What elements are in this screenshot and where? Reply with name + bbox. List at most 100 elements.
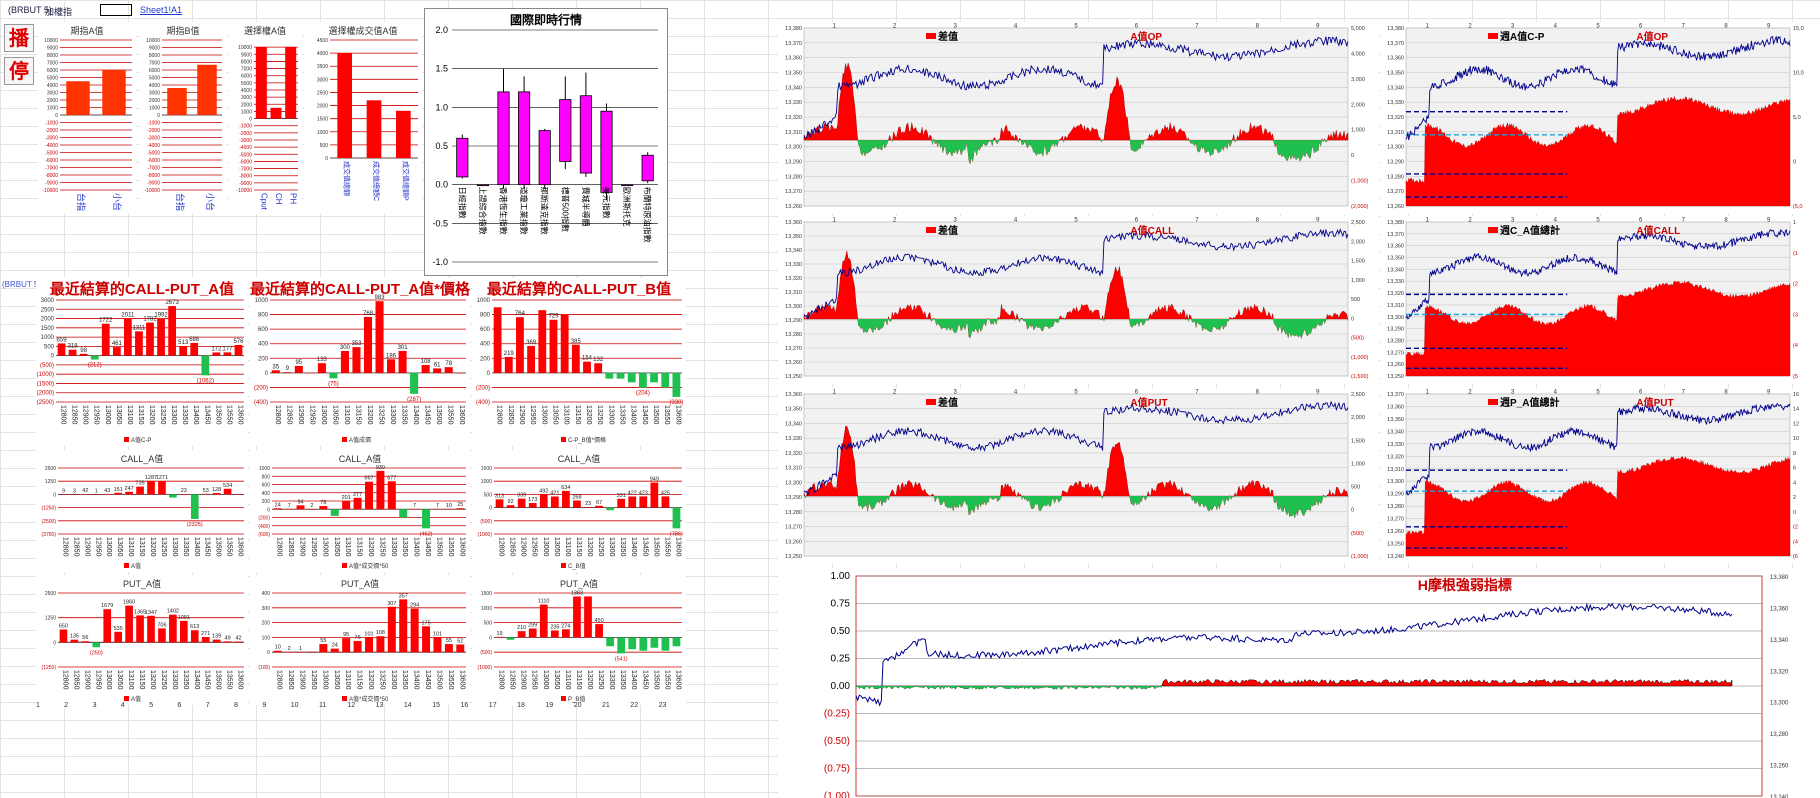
col-number: 7 (1682, 24, 1686, 30)
chart-c6[interactable]: 最近結算的CALL-PUT_A值 3000 2500 2000 1500 1000 500 0… (36, 278, 248, 446)
col-number: 3 (953, 390, 957, 396)
chart-c5[interactable]: 國際即時行情 2.0 1.5 1.0 0.5 0.0 -0.5 -1.0 日經指數 上證綜合指數 香… (424, 8, 668, 276)
chart-c9[interactable]: CALL_A值 2500 1250 0 (1250) (2500) (3750) 9 12800… (36, 450, 248, 572)
strength-area-negative (856, 686, 1732, 690)
chart-c8[interactable]: 最近結算的CALL-PUT_B值 1000 800 600 400 200 0 (200) (4… (472, 278, 686, 446)
col-number: 2 (1468, 390, 1472, 396)
column-header[interactable]: 4 (120, 702, 125, 709)
y-tick-label: (2000) (37, 391, 54, 397)
column-header[interactable]: 10 (290, 702, 299, 709)
data-label: (287) (407, 397, 421, 403)
col-number: 5 (1596, 218, 1600, 224)
column-header[interactable]: 2 (64, 702, 69, 709)
chart-t2[interactable]: 13,380 13,370 13,360 13,350 13,340 13,330 13,3… (1380, 22, 1820, 214)
column-header[interactable]: 14 (403, 702, 412, 709)
data-label: 513 (178, 340, 189, 346)
legend-label: A值*成交價*50 (349, 695, 389, 703)
category-label: 12800 (276, 670, 283, 690)
column-header[interactable]: 5 (149, 702, 154, 709)
data-label: 9 (62, 488, 65, 494)
data-label: 235 (550, 624, 559, 630)
y-tick-label: -9000 (239, 181, 252, 187)
column-header[interactable]: 15 (432, 702, 440, 709)
box (600, 110, 613, 193)
y-tick-label: 200 (262, 499, 271, 505)
column-header[interactable]: 7 (205, 702, 210, 709)
y-tick-label: 1000 (481, 606, 492, 612)
chart-t6[interactable]: 13,370 13,360 13,350 13,340 13,330 13,320 13,3… (1380, 388, 1820, 564)
bar (538, 310, 547, 373)
chart-t1[interactable]: 13,380 13,370 13,360 13,350 13,340 13,330 13,3… (778, 22, 1378, 214)
y-tick-label: 1000 (477, 298, 491, 304)
chart-c2[interactable]: 期指B值 10000 9000 8000 7000 6000 5000 4000 3000 200… (140, 22, 226, 214)
y-right-tick: (1,500) (1351, 374, 1369, 380)
column-header[interactable]: 11 (319, 702, 327, 709)
category-label: 13300 (607, 405, 614, 425)
y-left-tick: 13,250 (785, 374, 802, 380)
column-header[interactable]: 12 (347, 702, 356, 709)
stop-button[interactable]: 停 (4, 57, 34, 85)
chart-t5[interactable]: 13,360 13,350 13,340 13,330 13,320 13,310 13,3… (778, 388, 1378, 564)
column-header[interactable]: 17 (488, 702, 497, 709)
category-label: 13300 (171, 670, 178, 690)
cell-ref[interactable]: (BRBUT 5) (8, 5, 52, 15)
chart-c13[interactable]: PUT_A值 400 300 200 100 0 (100) 10 12800 2 12850 1 12… (250, 575, 470, 705)
column-header[interactable]: 18 (517, 702, 525, 709)
selected-cell[interactable] (100, 4, 132, 16)
bar (190, 494, 199, 519)
chart-c12[interactable]: PUT_A值 2500 1250 0 (1250) 650 12800 135 12850 56 1… (36, 575, 248, 705)
bar (112, 347, 121, 356)
chart-c10[interactable]: CALL_A值 1000 800 600 400 200 0 (200) (400) (600) 2… (250, 450, 470, 572)
column-header[interactable]: 16 (460, 702, 469, 709)
chart-c14[interactable]: PUT_A值 1500 1000 500 0 (500) (1000) 19 12800 1285… (472, 575, 686, 705)
chart-t7[interactable]: 1.00 0.75 0.50 0.25 0.00 (0.25) (0.50) (0.75) (1… (778, 568, 1820, 798)
y-tick-label: 2000 (317, 104, 328, 110)
bar (101, 323, 110, 356)
y-tick-label: 1000 (241, 109, 252, 115)
data-label: 634 (561, 485, 570, 491)
chart-c1[interactable]: 期指A值 10000 9000 8000 7000 6000 5000 4000 3000 200… (38, 22, 136, 214)
y-tick-label: 400 (262, 591, 271, 597)
sheet-link[interactable]: Sheet1!A1 (140, 5, 183, 15)
y-right-tick: 500 (1351, 297, 1360, 303)
row-label: (BRBUT 5) (2, 280, 41, 289)
weekly-area (1405, 280, 1791, 377)
category-label: 13050 (116, 537, 123, 557)
column-header[interactable]: 9 (262, 702, 267, 709)
column-header[interactable]: 8 (234, 702, 238, 709)
column-header[interactable]: 3 (92, 702, 97, 709)
category-label: 13500 (652, 405, 659, 425)
play-button[interactable]: 播 (4, 24, 34, 52)
col-number: 6 (1639, 218, 1643, 224)
chart-c3[interactable]: 選擇權A值 10000 9000 8000 7000 6000 5000 4000 3000 20… (228, 22, 302, 214)
bar (517, 631, 526, 638)
category-label: 道瓊工業指數 (519, 187, 529, 235)
column-header[interactable]: 1 (36, 702, 40, 709)
col-number: 1 (1426, 24, 1430, 30)
col-number: 6 (1639, 390, 1643, 396)
column-header[interactable]: 20 (573, 702, 582, 709)
category-label: 13100 (564, 537, 571, 557)
bar (387, 481, 396, 510)
chart-t3[interactable]: 13,360 13,350 13,340 13,330 13,320 13,310 13,3… (778, 216, 1378, 384)
bar (201, 636, 210, 643)
y-tick-label: (3750) (42, 532, 57, 538)
category-label: 12850 (509, 537, 516, 557)
chart-c7[interactable]: 最近結算的CALL-PUT_A值*價格 1000 800 600 400 200 0 (200… (250, 278, 470, 446)
chart-t4[interactable]: 13,380 13,370 13,360 13,350 13,340 13,330 13,3… (1380, 216, 1820, 384)
chart-c11[interactable]: CALL_A值 1500 1000 500 0 (500) (1000) 313 12800 92… (472, 450, 686, 572)
bar (90, 355, 99, 360)
column-header[interactable]: 21 (602, 702, 610, 709)
column-header[interactable]: 23 (658, 702, 667, 709)
y-right-tick: (3 (1793, 312, 1798, 318)
category-label: 13450 (641, 405, 648, 425)
column-header[interactable]: 13 (375, 702, 384, 709)
bar (528, 628, 537, 638)
column-header[interactable]: 22 (630, 702, 639, 709)
chart-c4[interactable]: 選擇權成交值A值 4500 4000 3500 3000 2500 2000 1500 1000… (304, 22, 422, 214)
column-header[interactable]: 6 (177, 702, 182, 709)
legend-label: A值 (131, 695, 141, 703)
column-header[interactable]: 19 (545, 702, 554, 709)
col-number: 2 (893, 218, 897, 224)
